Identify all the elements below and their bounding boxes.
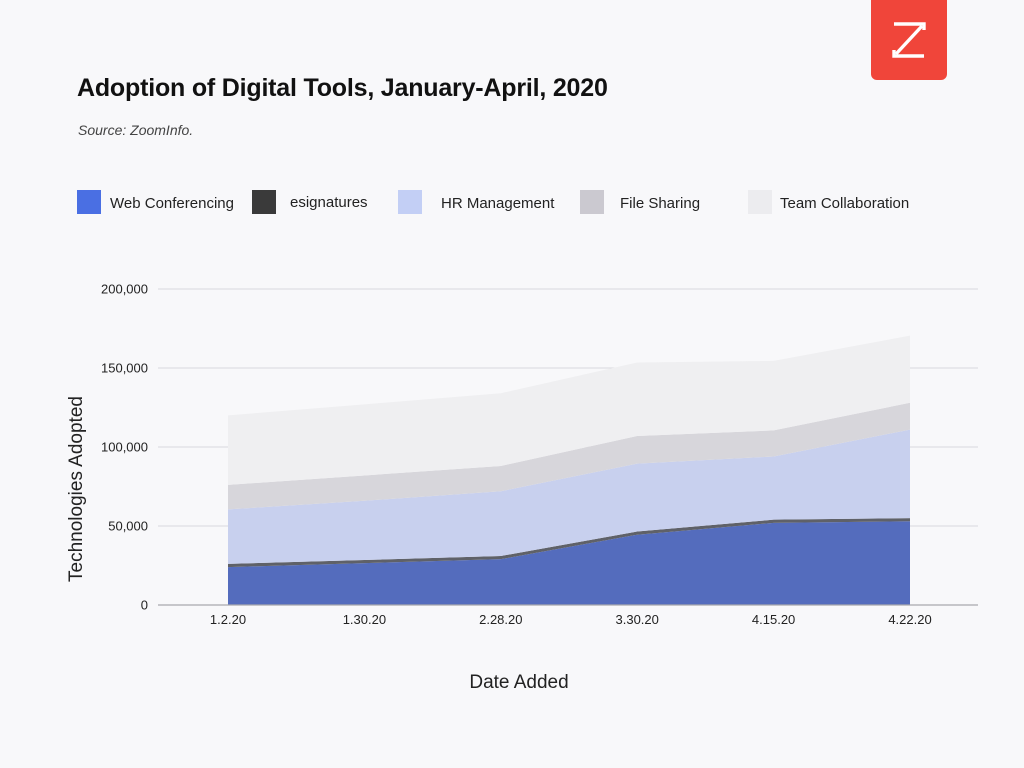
zoominfo-z-logo-icon [892, 22, 926, 58]
legend-swatch [252, 190, 276, 214]
y-tick-label: 100,000 [101, 440, 148, 455]
y-tick-label: 0 [141, 598, 148, 613]
x-tick-label: 2.28.20 [479, 612, 522, 627]
zoominfo-logo [871, 0, 947, 80]
legend-swatch [748, 190, 772, 214]
y-tick-label: 150,000 [101, 361, 148, 376]
legend-swatch [77, 190, 101, 214]
chart-source: Source: ZoomInfo. [78, 122, 194, 138]
area-series [228, 335, 910, 485]
y-tick-label: 200,000 [101, 282, 148, 297]
x-tick-label: 4.15.20 [752, 612, 795, 627]
legend-label: esignatures [290, 194, 368, 211]
x-tick-label: 4.22.20 [888, 612, 931, 627]
area-series [228, 429, 910, 564]
area-series [228, 521, 910, 605]
legend-swatch [398, 190, 422, 214]
area-series [228, 518, 910, 568]
x-tick-label: 1.2.20 [210, 612, 246, 627]
y-axis-title: Technologies Adopted [66, 396, 87, 582]
legend-label: Team Collaboration [780, 195, 910, 212]
legend-label: HR Management [441, 195, 555, 212]
legend-label: Web Conferencing [110, 195, 234, 212]
area-series [228, 402, 910, 510]
x-axis-title: Date Added [469, 672, 568, 693]
x-tick-label: 1.30.20 [343, 612, 386, 627]
legend-label: File Sharing [620, 195, 701, 212]
x-tick-label: 3.30.20 [616, 612, 659, 627]
y-tick-label: 50,000 [108, 519, 148, 534]
legend-swatch [580, 190, 604, 214]
chart-title: Adoption of Digital Tools, January-April… [77, 74, 608, 102]
